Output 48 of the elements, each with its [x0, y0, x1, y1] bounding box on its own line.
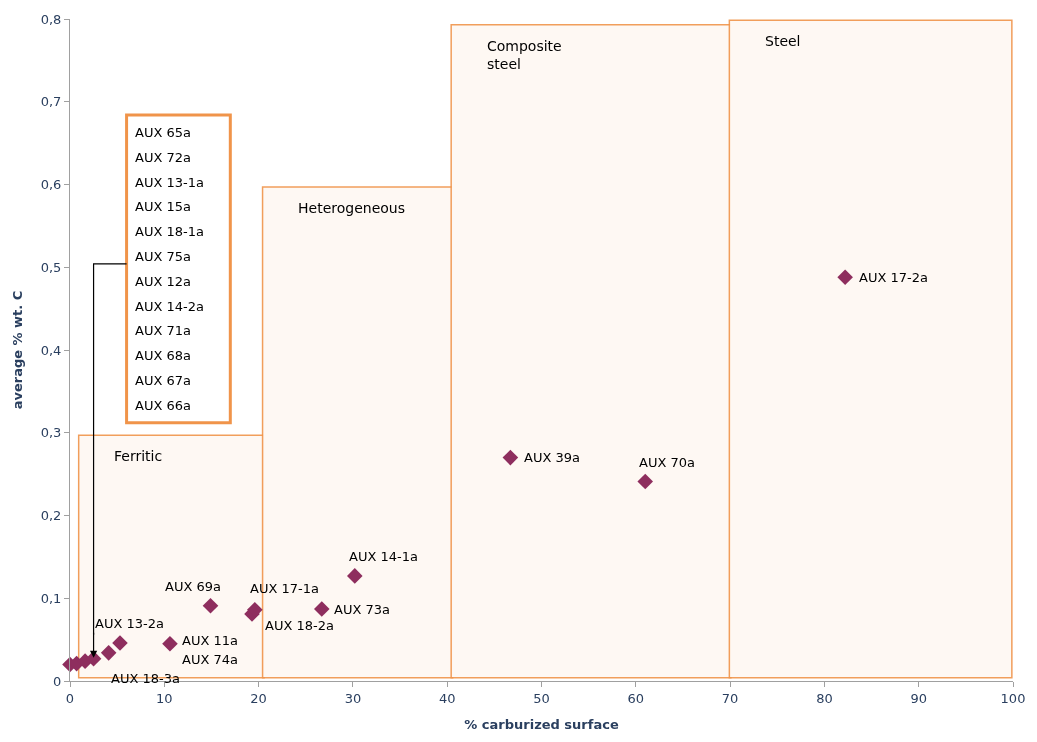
annotation: AUX 15a — [135, 199, 191, 214]
annotation: AUX 72a — [135, 150, 191, 165]
x-tick-label: 40 — [438, 690, 456, 706]
y-tick-label: 0,2 — [40, 508, 62, 524]
annotation: AUX 14-2a — [135, 299, 204, 314]
y-tick-label: 0 — [53, 673, 62, 689]
x-tick-label: 80 — [816, 690, 833, 706]
annotation: AUX 65a — [135, 125, 191, 140]
band-label: Composite steel — [487, 38, 562, 73]
y-tick-label: 0,8 — [40, 11, 62, 27]
y-tick-label: 0,1 — [40, 590, 62, 606]
annotation: AUX 66a — [135, 398, 191, 413]
band-label: Ferritic — [114, 448, 163, 464]
band-label: Steel — [765, 33, 801, 49]
x-tick-label: 10 — [156, 690, 173, 706]
x-tick-label: 90 — [910, 690, 927, 706]
x-tick-label: 20 — [250, 690, 267, 706]
annotation: AUX 18-1a — [135, 224, 204, 239]
y-tick-label: 0,5 — [40, 259, 62, 275]
annotation: AUX 67a — [135, 373, 191, 388]
annotation: AUX 12a — [135, 274, 191, 289]
annotation: AUX 39a — [524, 450, 580, 465]
annotation: AUX 18-2a — [265, 618, 334, 633]
annotation: AUX 73a — [334, 602, 390, 617]
annotation: AUX 11a — [182, 633, 238, 648]
annotation: AUX 17-2a — [859, 270, 928, 285]
y-tick-label: 0,3 — [40, 425, 62, 441]
y-tick-label: 0,6 — [40, 177, 62, 193]
annotation: AUX 14-1a — [349, 549, 418, 564]
y-tick-label: 0,4 — [40, 342, 62, 358]
annotation: AUX 74a — [182, 652, 238, 667]
annotation: AUX 13-1a — [135, 175, 204, 190]
annotation: AUX 75a — [135, 249, 191, 264]
x-tick-label: 100 — [1000, 690, 1026, 706]
annotation: AUX 13-2a — [95, 616, 164, 631]
annotation: AUX 68a — [135, 348, 191, 363]
x-tick-label: 30 — [344, 690, 362, 706]
y-tick-label: 0,7 — [40, 94, 62, 110]
annotation: AUX 69a — [165, 579, 221, 594]
annotation: AUX 70a — [639, 455, 695, 470]
x-axis-title: % carburized surface — [464, 717, 619, 733]
x-tick-label: 50 — [533, 690, 550, 706]
band-label: Heterogeneous — [298, 200, 405, 216]
annotation: AUX 71a — [135, 323, 191, 338]
x-tick-label: 0 — [65, 690, 75, 706]
x-tick-label: 60 — [627, 690, 645, 706]
x-tick-label: 70 — [721, 690, 739, 706]
y-axis-title: average % wt. C — [9, 290, 25, 410]
